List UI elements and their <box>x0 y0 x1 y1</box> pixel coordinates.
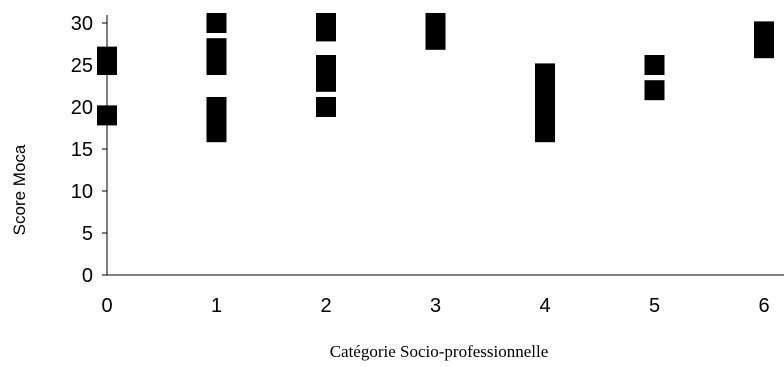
x-tick-label: 3 <box>430 295 441 317</box>
y-tick-label: 25 <box>71 55 93 77</box>
data-point <box>535 122 555 143</box>
data-point <box>316 71 336 92</box>
x-tick-label: 1 <box>211 295 222 317</box>
y-axis-title: Score Moca <box>10 144 29 235</box>
data-point <box>97 46 117 67</box>
x-tick-label: 0 <box>101 295 112 317</box>
y-tick-label: 0 <box>82 265 93 287</box>
data-point <box>425 29 446 50</box>
x-tick-label: 4 <box>539 295 550 317</box>
data-point <box>644 80 665 101</box>
y-tick-label: 5 <box>82 223 93 245</box>
x-axis-ticks: 0 1 2 3 4 5 6 <box>101 295 769 317</box>
data-point <box>316 21 336 42</box>
x-axis-title: Catégorie Socio-professionnelle <box>330 342 549 361</box>
y-tick-label: 30 <box>71 13 93 35</box>
y-tick-label: 15 <box>71 139 93 161</box>
x-tick-label: 6 <box>758 295 769 317</box>
data-point <box>97 105 117 126</box>
data-point <box>206 13 227 33</box>
data-points <box>97 13 774 143</box>
y-tick-label: 20 <box>71 97 93 119</box>
data-point <box>316 97 336 117</box>
y-axis-ticks: 0 5 10 15 20 25 30 <box>71 13 107 287</box>
data-point <box>206 55 227 75</box>
data-point <box>754 38 774 59</box>
x-tick-label: 2 <box>320 295 331 317</box>
x-tick-label: 5 <box>649 295 660 317</box>
data-point <box>754 21 774 42</box>
data-point <box>644 55 665 75</box>
data-point <box>206 122 227 143</box>
y-tick-label: 10 <box>71 181 93 203</box>
